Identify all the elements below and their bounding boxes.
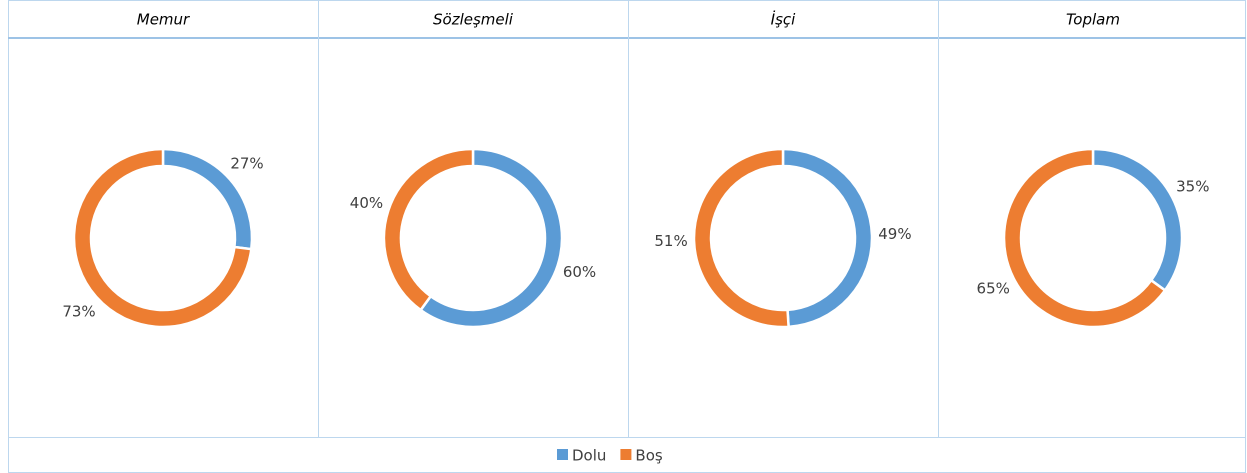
data-label: 49% [878, 225, 911, 243]
donut-segment [1002, 147, 1167, 329]
legend-label: Dolu [572, 447, 606, 465]
column-header: Memur [137, 11, 190, 29]
data-label: 51% [654, 232, 687, 250]
legend-swatch [557, 449, 568, 460]
column-header: İşçi [771, 10, 796, 29]
data-label: 65% [977, 279, 1010, 297]
donut-segment [382, 147, 475, 312]
donut-segment [1091, 147, 1184, 293]
legend-swatch [620, 449, 632, 460]
donut-segment [781, 147, 874, 329]
data-label: 73% [62, 303, 95, 321]
table-border [8, 0, 1246, 473]
data-label: 60% [563, 263, 596, 281]
column-header: Sözleşmeli [433, 11, 514, 29]
legend-label: Boş [635, 447, 662, 465]
donut-segment [418, 147, 564, 329]
donut-segment [72, 147, 253, 329]
data-label: 27% [230, 154, 263, 172]
donut-segment [692, 147, 790, 329]
column-header: Toplam [1066, 11, 1120, 29]
data-label: 35% [1176, 178, 1209, 196]
data-label: 40% [350, 194, 383, 212]
